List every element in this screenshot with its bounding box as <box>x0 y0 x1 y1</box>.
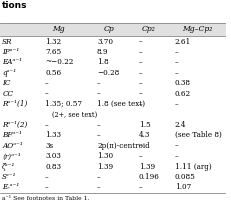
Text: 0.83: 0.83 <box>45 163 61 171</box>
Text: –: – <box>174 48 178 56</box>
Text: Sᵃ⁻¹: Sᵃ⁻¹ <box>2 173 17 181</box>
Text: ⟨r⟩ᵃ⁻¹: ⟨r⟩ᵃ⁻¹ <box>2 152 21 160</box>
Text: a⁻¹ See footnotes in Table 1.: a⁻¹ See footnotes in Table 1. <box>2 196 89 201</box>
Text: –: – <box>138 38 142 46</box>
Text: –: – <box>174 58 178 66</box>
Text: –: – <box>45 121 49 129</box>
Text: Mg–Cp₂: Mg–Cp₂ <box>182 25 212 33</box>
Text: 8.9: 8.9 <box>97 48 108 56</box>
Text: –: – <box>138 152 142 160</box>
Text: –: – <box>174 152 178 160</box>
Text: –: – <box>138 58 142 66</box>
Text: –: – <box>138 48 142 56</box>
Text: 0.56: 0.56 <box>45 69 61 77</box>
Text: –: – <box>97 173 100 181</box>
Text: Cp₂: Cp₂ <box>141 25 155 33</box>
Text: EAᵃ⁻¹: EAᵃ⁻¹ <box>2 58 22 66</box>
Text: 1.32: 1.32 <box>45 38 61 46</box>
Text: 0.38: 0.38 <box>174 79 190 87</box>
Text: Eᵣᵃ⁻¹: Eᵣᵃ⁻¹ <box>2 183 19 191</box>
Text: BFᵃ⁻¹: BFᵃ⁻¹ <box>2 131 22 139</box>
Text: –: – <box>174 100 178 108</box>
Text: –: – <box>45 183 49 191</box>
Text: −0.28: −0.28 <box>97 69 119 77</box>
Text: 1.30: 1.30 <box>97 152 113 160</box>
Text: 0.085: 0.085 <box>174 173 195 181</box>
Text: 4.3: 4.3 <box>138 131 149 139</box>
Text: qᵃ⁻¹: qᵃ⁻¹ <box>2 69 16 77</box>
Text: 1.07: 1.07 <box>174 183 190 191</box>
Text: 7.65: 7.65 <box>45 48 61 56</box>
Text: Mg: Mg <box>52 25 65 33</box>
Text: 1.39: 1.39 <box>138 163 154 171</box>
Text: 1.8 (see text): 1.8 (see text) <box>97 100 145 108</box>
Text: –: – <box>138 90 142 98</box>
Text: 3.03: 3.03 <box>45 152 61 160</box>
Text: 1.8: 1.8 <box>97 58 108 66</box>
Text: 3.70: 3.70 <box>97 38 112 46</box>
Text: –: – <box>138 183 142 191</box>
Text: –: – <box>97 121 100 129</box>
Text: 2p(π)-centroid: 2p(π)-centroid <box>97 142 149 150</box>
Text: –: – <box>45 79 49 87</box>
Text: –: – <box>174 142 178 150</box>
Text: 1.11 (arg): 1.11 (arg) <box>174 163 211 171</box>
Text: AOᵃ⁻¹: AOᵃ⁻¹ <box>2 142 23 150</box>
Text: –: – <box>174 69 178 77</box>
Text: 3s: 3s <box>45 142 53 150</box>
Text: (see Table 8): (see Table 8) <box>174 131 221 139</box>
Text: ~−0.22: ~−0.22 <box>45 58 73 66</box>
Text: 1.39: 1.39 <box>97 163 113 171</box>
Text: –: – <box>97 90 100 98</box>
Text: –: – <box>45 90 49 98</box>
Text: Rᵃ⁻¹(2): Rᵃ⁻¹(2) <box>2 121 27 129</box>
Text: 0.62: 0.62 <box>174 90 190 98</box>
Text: (2+, see text): (2+, see text) <box>52 110 97 118</box>
Text: 1.35; 0.57: 1.35; 0.57 <box>45 100 82 108</box>
Text: –: – <box>138 100 142 108</box>
Text: –: – <box>138 69 142 77</box>
Text: 0.196: 0.196 <box>138 173 159 181</box>
Text: 2.61: 2.61 <box>174 38 190 46</box>
Text: 1.5: 1.5 <box>138 121 150 129</box>
Text: CC: CC <box>2 90 13 98</box>
Text: –: – <box>45 173 49 181</box>
Text: SR: SR <box>2 38 13 46</box>
Text: –: – <box>138 142 142 150</box>
Text: IPᵃ⁻¹: IPᵃ⁻¹ <box>2 48 19 56</box>
Text: –: – <box>97 79 100 87</box>
Text: tions: tions <box>2 1 28 10</box>
Text: 1.33: 1.33 <box>45 131 61 139</box>
Text: Rᵃ⁻¹(1): Rᵃ⁻¹(1) <box>2 100 27 108</box>
Text: –: – <box>97 183 100 191</box>
Text: –: – <box>97 131 100 139</box>
Text: –: – <box>138 79 142 87</box>
Text: 2.4: 2.4 <box>174 121 185 129</box>
Text: Cp: Cp <box>103 25 114 33</box>
Bar <box>0 23 225 36</box>
Text: IC: IC <box>2 79 11 87</box>
Text: ζᵃ⁻¹: ζᵃ⁻¹ <box>2 163 15 171</box>
